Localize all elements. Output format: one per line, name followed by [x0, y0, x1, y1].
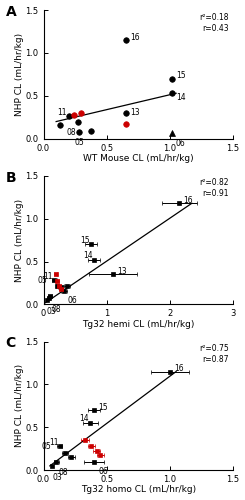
Text: 16: 16: [174, 364, 184, 374]
Text: 11: 11: [43, 272, 53, 281]
Text: 06: 06: [175, 140, 185, 148]
Y-axis label: NHP CL (mL/hr/kg): NHP CL (mL/hr/kg): [15, 364, 24, 448]
Text: 16: 16: [130, 33, 139, 42]
Text: 11: 11: [49, 438, 58, 446]
Text: 03: 03: [52, 472, 62, 482]
Text: r²=0.18
r=0.43: r²=0.18 r=0.43: [200, 12, 229, 33]
Text: 05: 05: [37, 276, 47, 285]
Text: 08: 08: [66, 128, 76, 136]
Text: A: A: [6, 5, 16, 19]
X-axis label: Tg32 homo CL (mL/hr/kg): Tg32 homo CL (mL/hr/kg): [81, 486, 196, 494]
Y-axis label: NHP CL (mL/hr/kg): NHP CL (mL/hr/kg): [15, 198, 24, 281]
Text: 05: 05: [75, 138, 85, 147]
Text: 08: 08: [59, 468, 69, 477]
Text: 15: 15: [176, 72, 186, 80]
Text: 14: 14: [79, 414, 89, 424]
X-axis label: WT Mouse CL (mL/hr/kg): WT Mouse CL (mL/hr/kg): [83, 154, 194, 163]
Text: r²=0.82
r=0.91: r²=0.82 r=0.91: [200, 178, 229, 199]
Text: B: B: [6, 170, 16, 184]
Text: 16: 16: [184, 196, 193, 205]
Text: 14: 14: [83, 251, 93, 260]
Text: 06: 06: [68, 296, 78, 305]
Text: 11: 11: [58, 108, 67, 117]
Text: 13: 13: [117, 267, 127, 276]
Text: 13: 13: [130, 108, 139, 118]
Text: 15: 15: [80, 236, 89, 245]
Text: 14: 14: [176, 93, 186, 102]
Text: C: C: [6, 336, 16, 350]
Text: r²=0.75
r=0.87: r²=0.75 r=0.87: [199, 344, 229, 364]
X-axis label: Tg32 hemi CL (mL/hr/kg): Tg32 hemi CL (mL/hr/kg): [82, 320, 194, 328]
Y-axis label: NHP CL (mL/hr/kg): NHP CL (mL/hr/kg): [15, 33, 24, 116]
Text: 06: 06: [98, 467, 108, 476]
Text: 08: 08: [51, 305, 61, 314]
Text: 15: 15: [98, 403, 108, 412]
Text: 05: 05: [42, 442, 52, 450]
Text: 03: 03: [47, 307, 56, 316]
